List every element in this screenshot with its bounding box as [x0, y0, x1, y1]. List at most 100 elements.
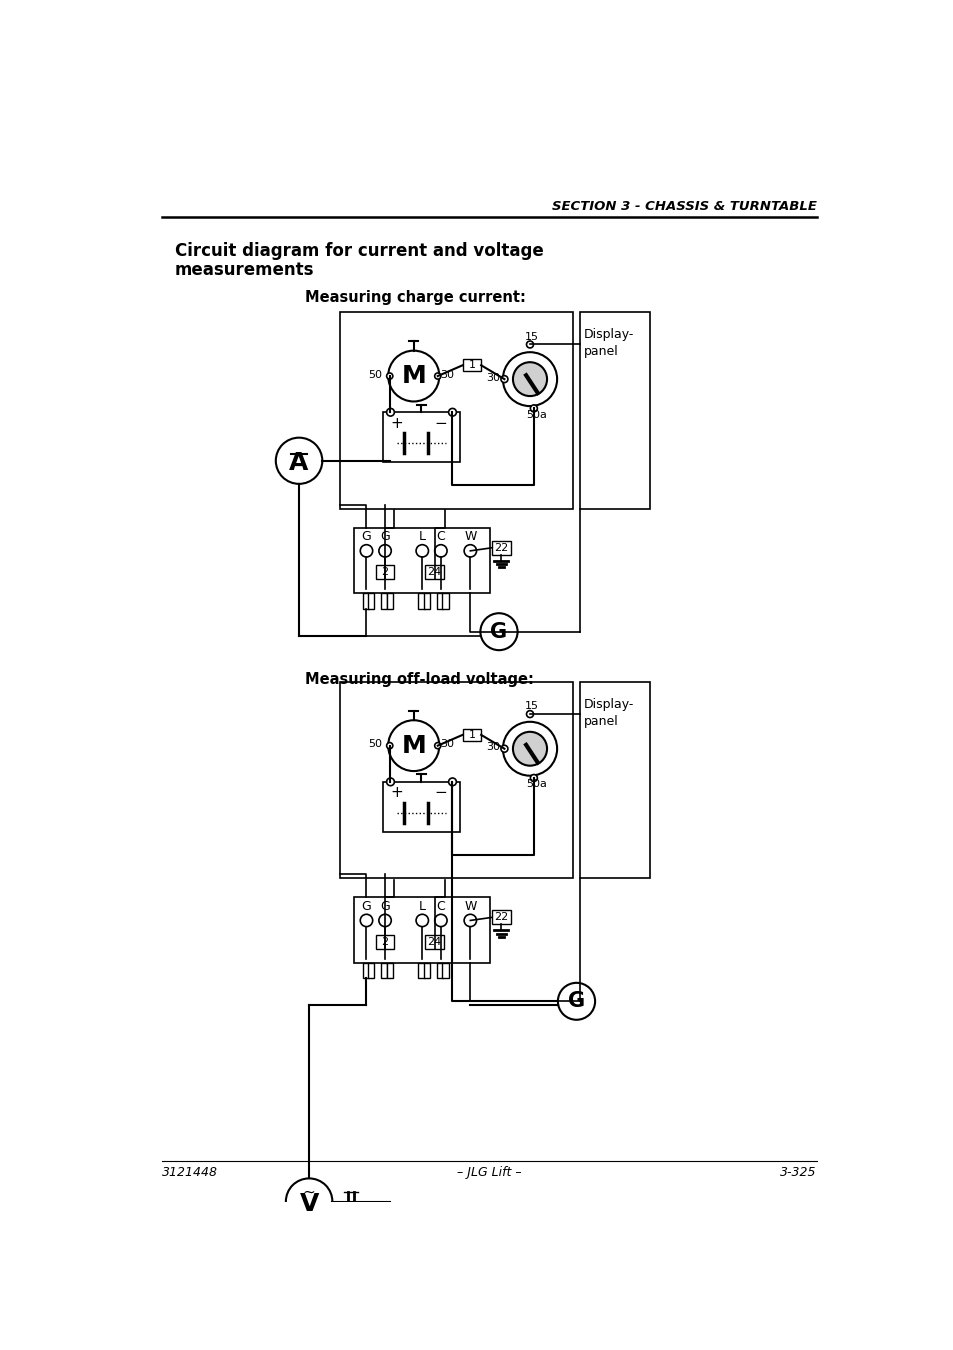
Text: 15: 15 [525, 332, 538, 342]
Text: L: L [418, 531, 425, 544]
Text: 50a: 50a [525, 409, 546, 420]
Bar [442, 963, 448, 979]
Bar [425, 936, 443, 949]
Text: 50: 50 [368, 738, 381, 749]
Circle shape [360, 544, 373, 558]
Bar [579, 312, 649, 509]
Bar [436, 963, 443, 979]
Bar [423, 593, 430, 609]
Bar [386, 593, 393, 609]
Bar [492, 541, 510, 555]
Circle shape [448, 778, 456, 786]
Text: −: − [434, 786, 447, 801]
Text: +: + [390, 416, 403, 431]
Text: L: L [418, 900, 425, 913]
Text: 24: 24 [427, 937, 441, 946]
Text: G: G [490, 622, 507, 641]
Circle shape [386, 373, 393, 379]
Bar [492, 910, 510, 925]
Circle shape [435, 544, 447, 558]
Circle shape [378, 914, 391, 926]
Circle shape [286, 1179, 332, 1224]
Circle shape [530, 775, 537, 782]
Bar [381, 593, 387, 609]
Circle shape [386, 409, 394, 416]
Circle shape [378, 544, 391, 558]
Text: G: G [361, 900, 371, 913]
Circle shape [513, 732, 546, 765]
Circle shape [500, 375, 507, 382]
Circle shape [416, 544, 428, 558]
Circle shape [502, 352, 557, 406]
Circle shape [435, 373, 440, 379]
Bar [354, 898, 489, 963]
Circle shape [448, 409, 456, 416]
Text: Display-
panel: Display- panel [583, 698, 634, 728]
Bar [382, 782, 459, 832]
Text: 24: 24 [427, 567, 441, 578]
Text: −: − [434, 416, 447, 431]
Text: V: V [299, 1192, 318, 1216]
Bar [340, 682, 572, 878]
Circle shape [386, 743, 393, 749]
Text: M: M [401, 733, 426, 757]
Bar [340, 312, 572, 509]
Text: 50a: 50a [525, 779, 546, 790]
Bar [462, 359, 480, 371]
Circle shape [360, 914, 373, 926]
Bar [462, 729, 480, 741]
Circle shape [416, 914, 428, 926]
Text: 2: 2 [381, 567, 388, 578]
Circle shape [464, 544, 476, 558]
Text: 1: 1 [468, 360, 475, 370]
Text: 30: 30 [439, 738, 454, 749]
Text: 15: 15 [525, 702, 538, 711]
Circle shape [464, 914, 476, 926]
Bar [354, 528, 489, 593]
Circle shape [275, 437, 322, 483]
Bar [375, 936, 394, 949]
Bar [368, 593, 374, 609]
Bar [362, 593, 369, 609]
Text: Circuit diagram for current and voltage: Circuit diagram for current and voltage [174, 242, 543, 259]
Text: 22: 22 [494, 543, 508, 552]
Text: 30: 30 [485, 743, 499, 752]
Bar [382, 412, 459, 462]
Circle shape [386, 778, 394, 786]
Text: M: M [401, 364, 426, 387]
Text: 30: 30 [439, 370, 454, 379]
Circle shape [388, 351, 439, 401]
Text: W: W [464, 531, 476, 544]
Circle shape [502, 722, 557, 776]
Circle shape [558, 983, 595, 1019]
Text: – JLG Lift –: – JLG Lift – [456, 1166, 520, 1179]
Text: G: G [380, 900, 390, 913]
Circle shape [500, 745, 507, 752]
Text: 50: 50 [368, 370, 381, 379]
Text: G: G [361, 531, 371, 544]
Circle shape [480, 613, 517, 651]
Bar [425, 566, 443, 579]
Text: +: + [390, 786, 403, 801]
Text: 30: 30 [485, 373, 499, 382]
Text: G: G [567, 991, 584, 1011]
Text: ~: ~ [302, 1185, 315, 1200]
Bar [423, 963, 430, 979]
Text: Measuring charge current:: Measuring charge current: [305, 290, 525, 305]
Circle shape [388, 721, 439, 771]
Text: A: A [289, 451, 309, 475]
Bar [418, 963, 424, 979]
Circle shape [526, 710, 533, 718]
Bar [442, 593, 448, 609]
Bar [579, 682, 649, 878]
Circle shape [513, 362, 546, 396]
Circle shape [435, 743, 440, 749]
Bar [368, 963, 374, 979]
Text: 22: 22 [494, 913, 508, 922]
Text: 2: 2 [381, 937, 388, 946]
Circle shape [435, 914, 447, 926]
Text: Display-
panel: Display- panel [583, 328, 634, 358]
Circle shape [526, 342, 533, 348]
Text: C: C [436, 900, 445, 913]
Bar [418, 593, 424, 609]
